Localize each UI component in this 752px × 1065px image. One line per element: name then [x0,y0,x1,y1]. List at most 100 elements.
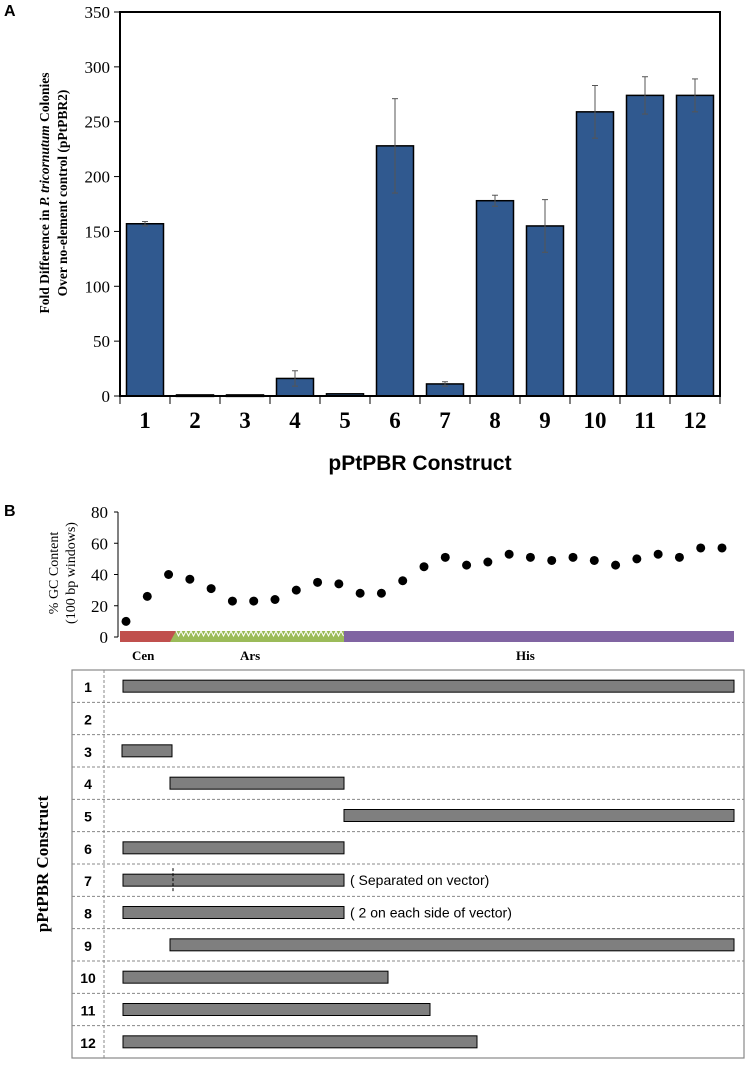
bar-9 [525,225,565,397]
bar-chart-y-title-line1: Fold Difference in P. tricornutum Coloni… [37,72,52,313]
bar-chart-y-title-line2: Over no-element control (pPtPBR2) [55,90,70,297]
gc-point-29 [717,543,727,553]
bar-10 [575,111,615,397]
bar-chart-y-title: Fold Difference in P. tricornutum Coloni… [37,72,70,313]
gc-point-3 [164,570,174,579]
bar-11 [625,94,665,397]
construct-label-10: 10 [80,970,96,986]
y-tick-label: 50 [93,332,110,351]
gc-point-11 [334,579,344,589]
x-tick-label-2: 2 [189,408,201,433]
gc-point-21 [547,555,557,565]
construct-label-1: 1 [84,679,92,695]
x-tick-label-3: 3 [239,408,251,433]
bar-chart-y-axis: 0 50 100 150 200 250 300 350 [85,3,120,406]
gc-point-20 [525,552,535,562]
gc-point-26 [653,549,663,559]
construct-segment-3 [121,744,173,758]
gc-y-tick-label: 80 [91,503,108,522]
construct-segment-9 [169,938,735,952]
x-tick-label-10: 10 [584,408,607,433]
gc-point-15 [419,562,429,572]
region-label-cen: Cen [132,648,155,663]
gc-point-8 [270,595,280,604]
gc-point-6 [227,596,237,606]
bar-chart-frame [119,11,721,397]
gc-point-5 [206,584,216,594]
gc-point-14 [398,576,408,586]
gc-point-7 [249,596,259,606]
y-tick-label: 250 [85,113,111,132]
construct-segment-7 [122,873,345,887]
construct-label-5: 5 [84,809,92,825]
construct-label-9: 9 [84,938,92,954]
region-label-his: His [516,648,535,663]
gc-point-1 [121,616,131,626]
construct-label-11: 11 [81,1003,96,1019]
gc-point-16 [440,552,450,562]
x-tick-label-11: 11 [634,408,656,433]
gc-point-22 [568,552,578,562]
bar-chart-x-title: pPtPBR Construct [328,452,511,475]
region-ars-texture [175,629,344,638]
x-tick-label-9: 9 [539,408,551,433]
x-tick-label-8: 8 [489,408,501,433]
y-title-suffix: Colonies [37,72,52,125]
bar-8 [475,199,515,397]
bar-12 [675,94,715,397]
region-his [344,631,734,642]
gc-point-2 [142,591,152,601]
gc-y-tick-label: 20 [91,597,108,616]
y-tick-label: 100 [85,277,111,296]
y-tick-label: 300 [85,58,111,77]
gc-point-28 [696,543,706,553]
gc-point-17 [462,560,472,570]
construct-segment-11 [122,1003,431,1016]
construct-label-8: 8 [84,906,92,922]
gc-y-tick-label: 60 [91,534,108,553]
region-cen [120,631,176,642]
y-tick-label: 350 [85,3,111,22]
gc-point-18 [483,557,493,567]
gc-chart-points [121,543,727,626]
y-tick-label: 200 [85,168,111,187]
construct-label-4: 4 [84,776,92,792]
y-title-prefix: Fold Difference in [37,206,52,313]
gc-point-12 [355,588,365,598]
region-label-ars: Ars [240,648,260,663]
construct-label-7: 7 [84,873,92,889]
x-tick-label-4: 4 [289,408,301,433]
gc-chart-y-title-line2: (100 bp windows) [64,522,79,624]
construct-note-7: ( Separated on vector) [350,872,489,888]
construct-segment-4 [169,776,345,790]
y-tick-label: 150 [85,222,111,241]
construct-segment-1 [122,679,735,693]
construct-segment-8 [122,906,345,919]
construct-table-title-text: pPtPBR Construct [33,795,52,932]
x-tick-label-5: 5 [339,408,351,433]
gc-point-13 [376,588,386,598]
gc-point-25 [632,554,642,564]
gc-point-27 [674,552,684,562]
construct-table-title: pPtPBR Construct [33,795,52,932]
y-title-species: P. tricornutum [37,125,52,206]
construct-label-3: 3 [84,744,92,760]
bar-1 [125,222,165,397]
gc-y-tick-label: 40 [91,566,108,585]
gc-chart-y-axis: 0 20 40 60 80 [91,503,118,647]
construct-note-8: ( 2 on each side of vector) [350,905,512,921]
gc-point-19 [504,549,514,559]
gc-point-24 [611,560,621,570]
bar-chart-bars [125,94,715,398]
x-tick-label-7: 7 [439,408,451,433]
bar-chart-error-bars [142,76,698,387]
panel-a-label: A [4,3,16,20]
gc-point-4 [185,574,195,584]
bar-chart-x-axis: 1 2 3 4 5 6 7 8 9 10 11 12 [119,396,721,433]
gc-point-10 [313,577,323,587]
construct-label-2: 2 [84,712,92,728]
region-bar [120,629,734,642]
construct-segment-6 [122,841,345,855]
